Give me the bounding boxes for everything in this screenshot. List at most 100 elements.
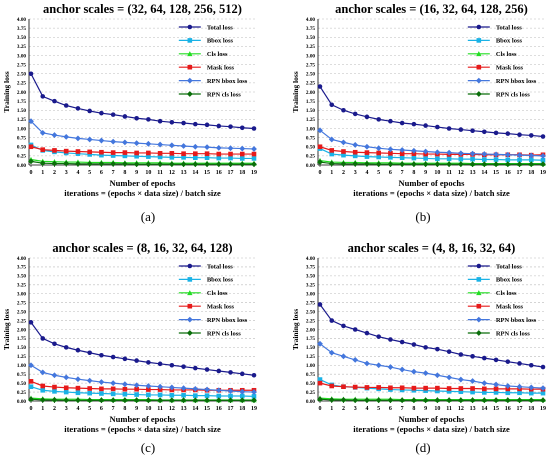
chart-title: anchor scales = (8, 16, 32, 64, 128) [52, 241, 232, 255]
data-point [192, 385, 199, 392]
data-point [457, 376, 464, 383]
data-point [181, 120, 186, 126]
x-axis-label: Number of epochs [399, 414, 466, 424]
data-point [517, 361, 522, 366]
data-point [63, 133, 70, 140]
data-point [352, 142, 359, 148]
data-point [482, 129, 487, 135]
x-tick-label: 7 [401, 170, 404, 176]
data-point [157, 361, 163, 367]
data-point [388, 151, 393, 156]
data-point [134, 386, 139, 392]
data-point [63, 160, 70, 167]
data-point [110, 354, 116, 360]
data-point [328, 349, 335, 356]
data-point [215, 144, 222, 151]
data-point [87, 390, 92, 396]
data-point [528, 397, 535, 404]
data-point [133, 140, 140, 146]
data-point [399, 366, 406, 373]
y-tick-label: 3.25 [17, 283, 26, 289]
x-tick-label: 1 [330, 170, 333, 176]
data-point [110, 161, 117, 167]
data-point [352, 356, 359, 363]
data-point [329, 318, 335, 323]
legend-marker [476, 290, 482, 296]
data-point [540, 157, 546, 163]
data-point [434, 397, 441, 404]
y-tick-label: 3.50 [306, 274, 315, 280]
data-point [376, 150, 381, 156]
data-point [157, 161, 164, 168]
data-point [317, 144, 323, 150]
data-point [122, 391, 128, 397]
data-point [329, 148, 335, 153]
data-point [75, 376, 81, 383]
data-point [204, 144, 210, 151]
data-point [168, 161, 175, 168]
data-point [99, 152, 104, 158]
legend-marker [476, 263, 482, 269]
data-point [317, 127, 323, 134]
data-point [87, 149, 92, 155]
x-tick-label: 0 [319, 170, 322, 176]
data-point [482, 390, 487, 395]
data-point [251, 397, 257, 404]
x-tick-label: 15 [204, 170, 210, 176]
data-point [28, 71, 34, 77]
data-point [51, 160, 58, 167]
x-tick-label: 5 [377, 406, 380, 412]
data-point [375, 161, 382, 168]
x-tick-label: 15 [493, 406, 499, 412]
legend-label: Total loss [207, 24, 233, 31]
data-point [388, 337, 393, 342]
data-point [39, 397, 46, 403]
data-point [228, 124, 233, 129]
data-point [180, 385, 187, 392]
data-point [540, 134, 546, 139]
data-point [63, 385, 69, 391]
data-point [39, 160, 46, 167]
y-tick-label: 1.00 [17, 363, 26, 369]
data-point [410, 147, 417, 154]
data-point [239, 125, 245, 131]
x-tick-label: 4 [76, 170, 79, 176]
data-point [192, 161, 199, 168]
y-tick-label: 1.50 [17, 108, 26, 114]
legend-marker [187, 303, 193, 309]
data-point [239, 397, 246, 404]
legend-label: Bbox loss [496, 277, 523, 284]
data-point [469, 150, 476, 157]
data-point [482, 386, 487, 392]
data-point [157, 151, 163, 156]
data-point [204, 155, 210, 160]
x-tick-label: 5 [377, 170, 380, 176]
data-point [435, 346, 440, 352]
legend-label: Mask loss [207, 65, 235, 72]
data-point [540, 161, 546, 168]
legend-label: Cls loss [496, 51, 517, 58]
data-point [239, 151, 245, 157]
y-tick-label: 2.25 [17, 318, 26, 324]
legend-marker [186, 330, 193, 336]
data-point [110, 150, 116, 155]
data-point [216, 155, 222, 161]
data-point [482, 157, 487, 162]
data-point [388, 385, 393, 391]
x-tick-label: 6 [389, 170, 392, 176]
data-point [86, 161, 93, 167]
data-point [446, 349, 452, 354]
data-point [423, 388, 428, 393]
data-point [341, 149, 346, 154]
data-point [528, 133, 534, 138]
data-point [364, 161, 370, 167]
data-point [388, 118, 393, 124]
data-point [481, 397, 488, 404]
legend-label: RPN cls loss [207, 330, 241, 337]
x-tick-label: 11 [157, 170, 163, 176]
y-tick-label: 0.75 [306, 135, 315, 141]
y-tick-label: 1.50 [306, 108, 315, 114]
data-point [227, 388, 234, 394]
data-point [228, 151, 233, 157]
x-tick-label: 10 [145, 170, 151, 176]
